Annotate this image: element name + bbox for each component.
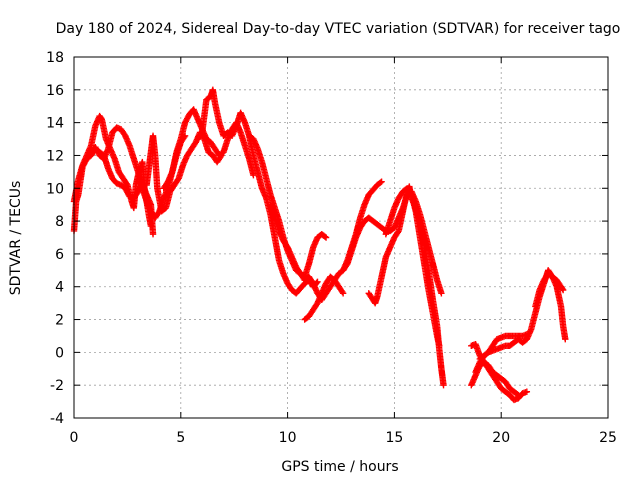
track-9 bbox=[301, 273, 347, 323]
track-12 bbox=[382, 185, 443, 349]
data-point bbox=[377, 179, 384, 186]
data-point bbox=[440, 381, 447, 389]
y-tick-label: 10 bbox=[46, 181, 64, 197]
x-tick-label: 15 bbox=[385, 430, 403, 446]
chart-title: Day 180 of 2024, Sidereal Day-to-day VTE… bbox=[56, 21, 621, 37]
axis-ticks: 0 5 10 15 20 25 -4 -2 0 2 4 6 8 10 12 14 16 18 bbox=[46, 50, 617, 446]
data-point bbox=[436, 342, 443, 349]
data-points bbox=[70, 86, 569, 404]
data-point bbox=[339, 288, 346, 296]
data-point bbox=[559, 285, 566, 293]
y-tick-label: 14 bbox=[46, 116, 64, 132]
data-point bbox=[339, 290, 347, 297]
plot-frame bbox=[73, 56, 609, 419]
y-tick-label: 0 bbox=[55, 345, 64, 361]
data-point bbox=[378, 178, 385, 185]
y-tick-label: 8 bbox=[55, 214, 64, 230]
data-point bbox=[147, 222, 155, 230]
y-tick-label: 2 bbox=[55, 313, 64, 329]
y-axis-title: SDTVAR / TECUs bbox=[8, 181, 24, 296]
data-point bbox=[149, 231, 157, 238]
x-tick-label: 20 bbox=[492, 430, 510, 446]
data-point bbox=[438, 290, 445, 297]
data-point bbox=[321, 233, 329, 240]
y-tick-label: -4 bbox=[50, 411, 64, 427]
y-tick-label: 18 bbox=[46, 50, 64, 66]
y-tick-label: 4 bbox=[55, 280, 64, 296]
track-17 bbox=[532, 270, 567, 310]
y-tick-label: 12 bbox=[46, 148, 64, 164]
data-point bbox=[515, 391, 522, 399]
x-tick-label: 25 bbox=[599, 430, 617, 446]
track-4 bbox=[143, 129, 225, 215]
data-point bbox=[198, 130, 205, 137]
data-point bbox=[514, 391, 521, 398]
data-point bbox=[559, 286, 567, 294]
y-tick-label: -2 bbox=[50, 378, 64, 394]
x-tick-label: 0 bbox=[70, 430, 79, 446]
data-point bbox=[562, 336, 569, 343]
x-tick-label: 5 bbox=[176, 430, 185, 446]
data-point bbox=[523, 388, 531, 395]
data-point bbox=[322, 234, 330, 241]
x-tick-label: 10 bbox=[279, 430, 297, 446]
x-axis-title: GPS time / hours bbox=[281, 459, 398, 475]
track-8 bbox=[267, 201, 330, 281]
y-tick-label: 16 bbox=[46, 83, 64, 99]
y-tick-label: 6 bbox=[55, 247, 64, 263]
track-10 bbox=[339, 178, 385, 274]
